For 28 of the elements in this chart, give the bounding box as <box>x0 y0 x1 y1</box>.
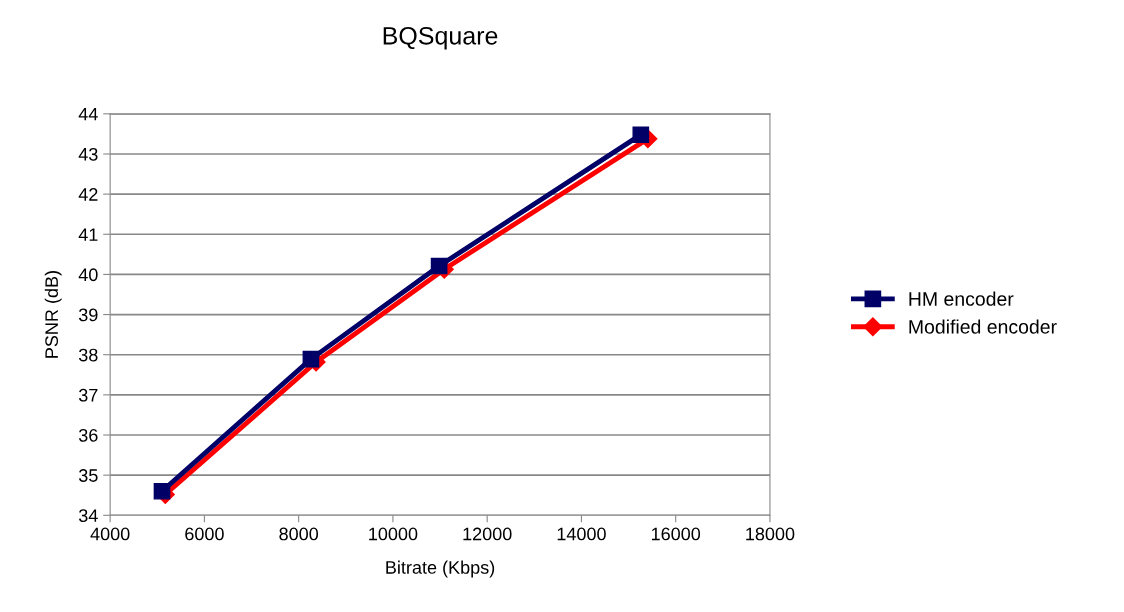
chart-title: BQSquare <box>383 26 498 50</box>
y-tick-label: 34 <box>78 509 98 523</box>
x-tick-label: 14000 <box>557 527 606 541</box>
x-tick-label: 16000 <box>651 527 701 541</box>
point <box>153 482 171 500</box>
x-tick-label: 12000 <box>463 527 512 541</box>
x-tick-label: 10000 <box>369 527 418 541</box>
y-tick-label: 40 <box>78 268 98 282</box>
y-tick-label: 44 <box>78 107 98 121</box>
point <box>302 350 320 368</box>
legend-label: HM encoder <box>909 291 1014 306</box>
y-tick-label: 37 <box>78 388 98 402</box>
y-tick-label: 43 <box>78 147 98 161</box>
x-tick-label: 4000 <box>90 527 130 541</box>
point <box>632 126 650 144</box>
y-tick-label: 38 <box>78 348 98 362</box>
legend-label: Modified encoder <box>909 319 1057 334</box>
y-axis-title: PSNR (dB) <box>44 271 62 358</box>
y-tick-label: 39 <box>78 308 98 322</box>
x-axis-title: Bitrate (Kbps) <box>386 560 495 578</box>
y-tick-label: 36 <box>78 428 98 442</box>
y-tick-label: 41 <box>78 228 98 241</box>
x-tick-label: 18000 <box>746 527 795 541</box>
y-tick-label: 35 <box>78 469 98 482</box>
point <box>430 257 448 275</box>
x-tick-label: 6000 <box>185 527 224 541</box>
x-tick-label: 8000 <box>279 527 319 541</box>
y-tick-label: 42 <box>78 188 98 201</box>
